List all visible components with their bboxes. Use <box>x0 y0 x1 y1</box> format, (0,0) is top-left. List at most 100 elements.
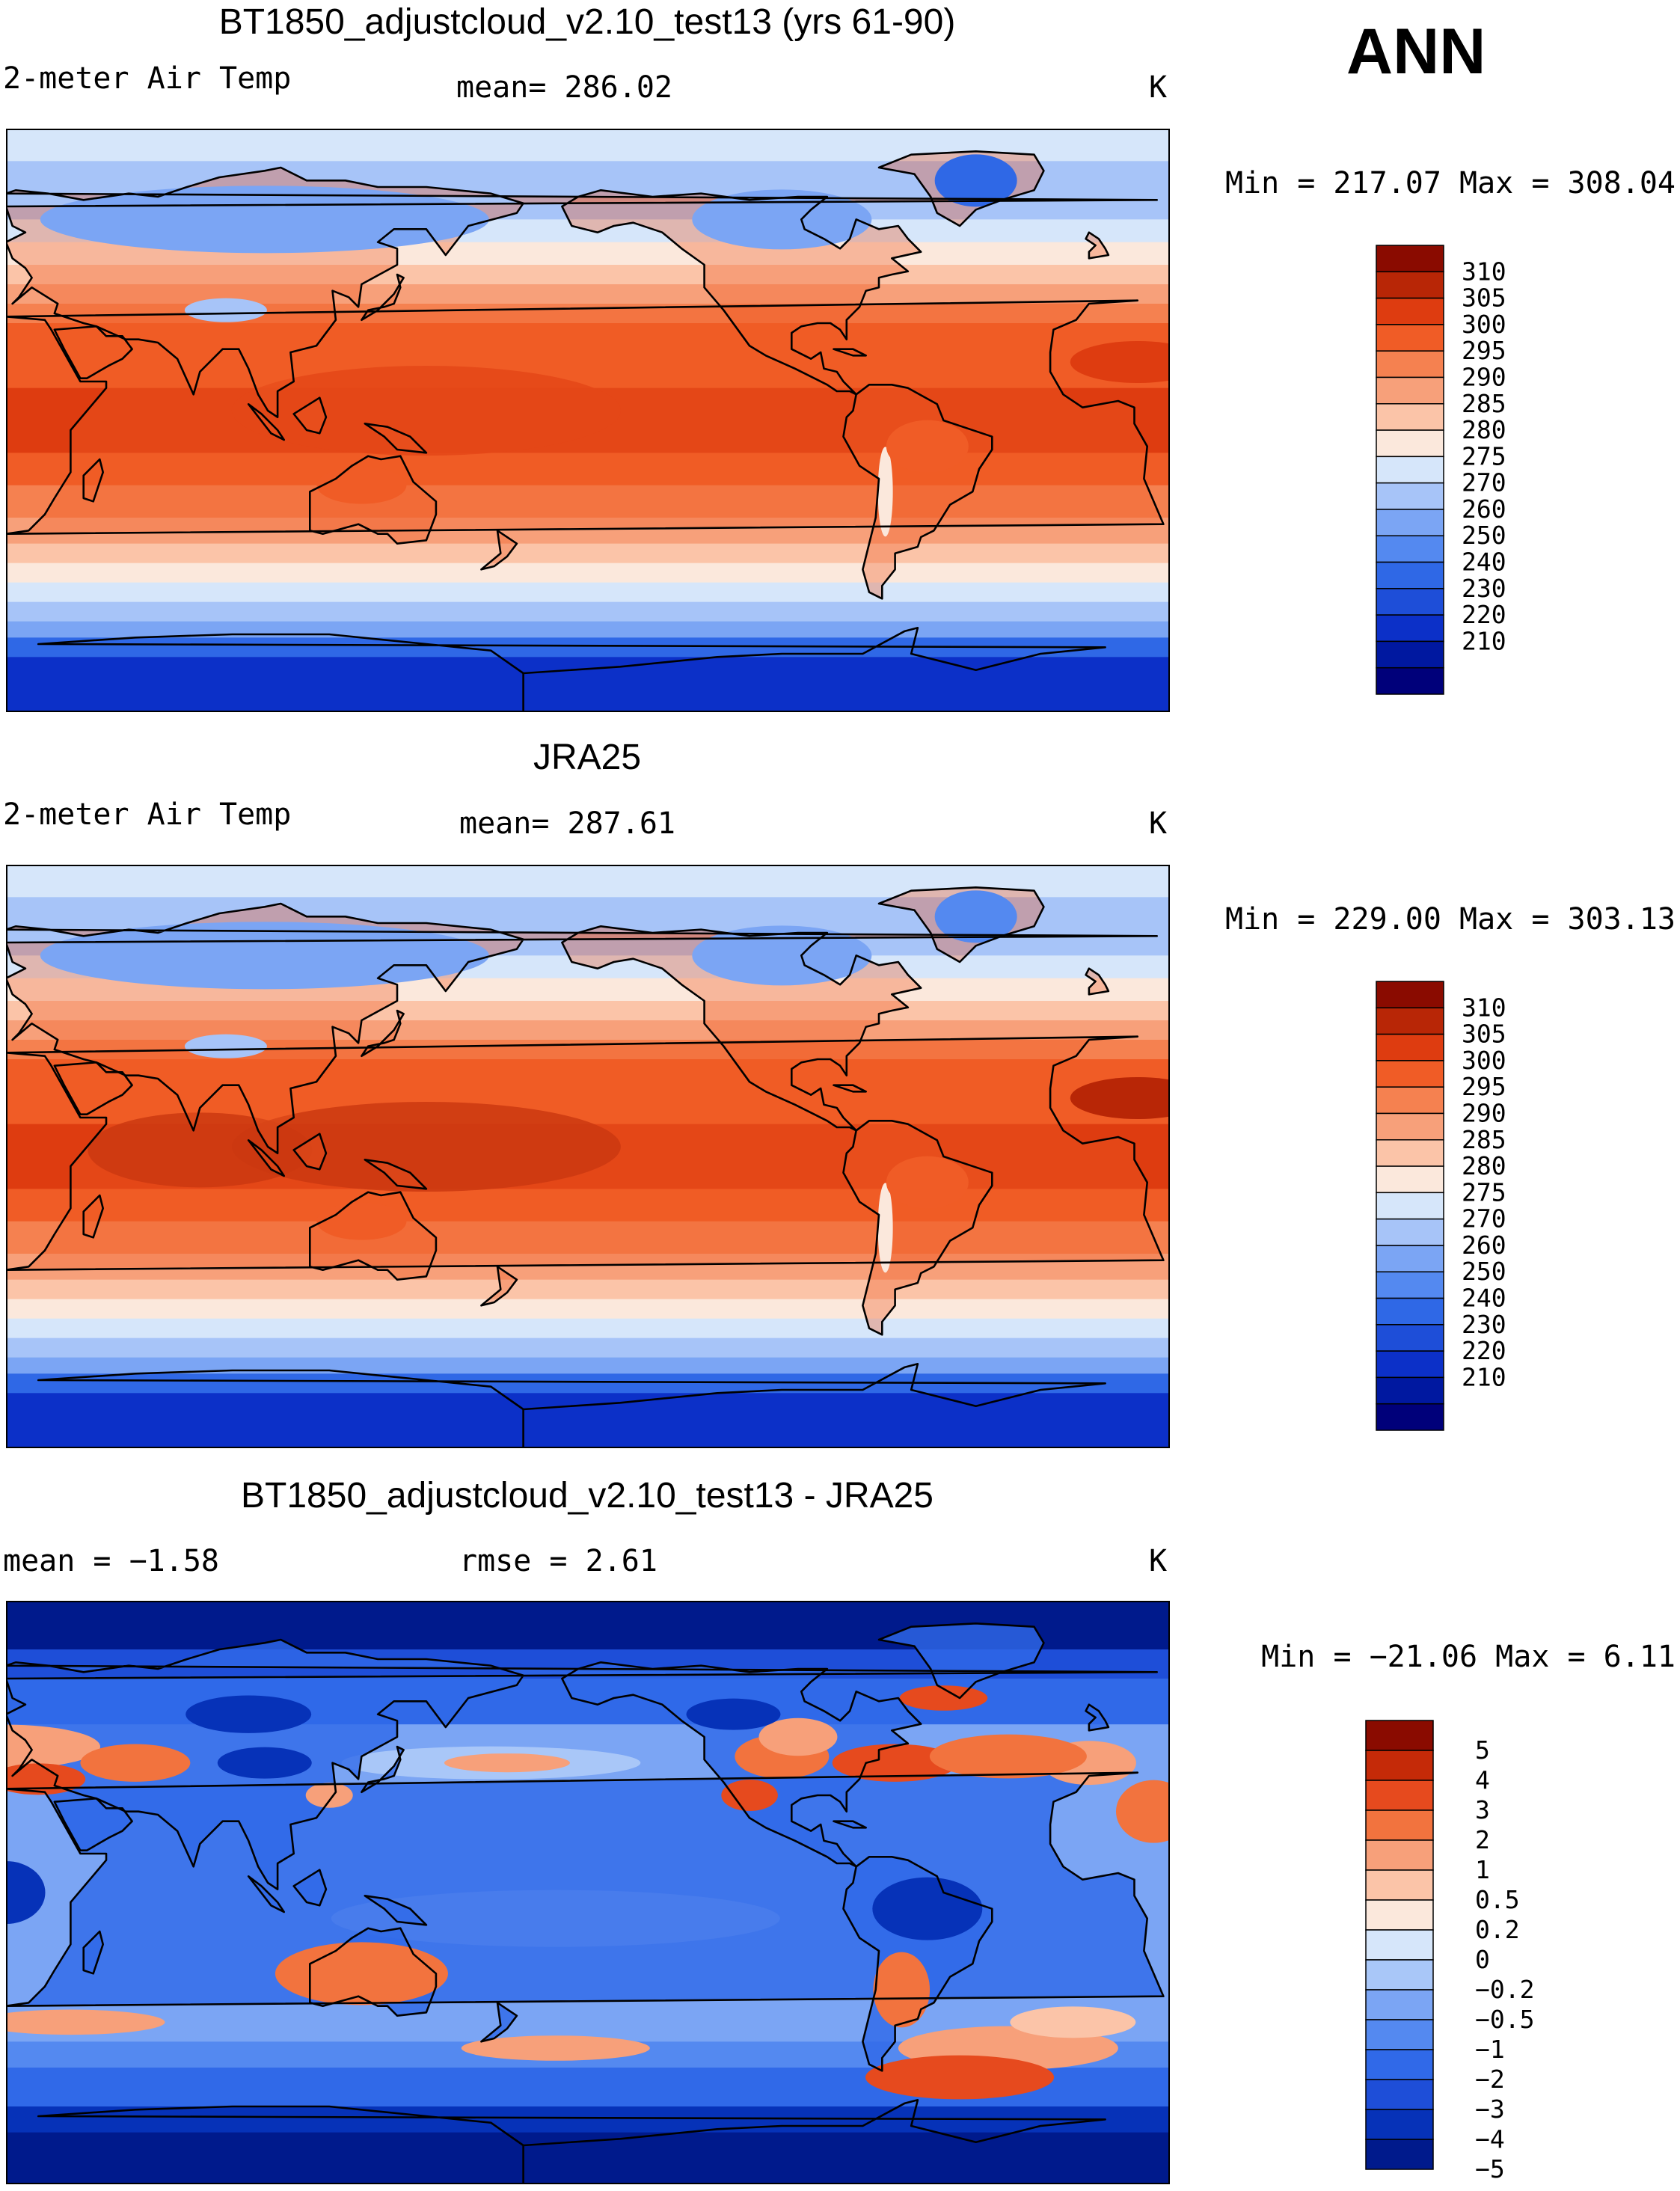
panel2-colorbar-tick-label: 280 <box>1462 1151 1506 1180</box>
panel1-colorbar-swatch <box>1376 561 1444 589</box>
panel2-minmax: Min = 229.00 Max = 303.13 <box>1224 902 1676 937</box>
madagascar-land <box>83 1195 103 1238</box>
panel1-colorbar-tick-label: 220 <box>1462 600 1506 629</box>
warm-anomaly <box>1010 2006 1136 2038</box>
cuba-coast <box>833 348 867 357</box>
panel3-colorbar-tick-label: −2 <box>1475 2065 1505 2094</box>
panel1-colorbar-swatch <box>1376 667 1444 695</box>
arabia-coast <box>53 1798 133 1851</box>
panel2-colorbar-tick-label: 210 <box>1462 1362 1506 1391</box>
panel1-colorbar-swatch <box>1376 324 1444 352</box>
map-frame <box>6 1601 1170 2184</box>
panel1-colorbar-tick-label: 260 <box>1462 494 1506 524</box>
season-label: ANN <box>1346 16 1486 88</box>
warm-anomaly <box>865 2055 1055 2100</box>
greenland-coast <box>877 1622 1045 1700</box>
borneo-land-anomaly <box>293 1869 326 1906</box>
madagascar-coast <box>82 458 104 503</box>
panel3-colorbar-swatch <box>1365 1869 1434 1901</box>
panel2-colorbar-swatch <box>1376 1324 1444 1352</box>
amazon-warm <box>886 420 969 473</box>
panel2-colorbar-swatch <box>1376 1192 1444 1220</box>
map-frame <box>6 129 1170 712</box>
panel3-title: BT1850_adjustcloud_v2.10_test13 - JRA25 <box>241 1476 933 1516</box>
temperature-band <box>6 1393 1170 1448</box>
temperature-band <box>6 485 1170 518</box>
siberia-cold <box>40 186 489 254</box>
panel2-colorbar-swatch <box>1376 1218 1444 1246</box>
new-guinea-coast <box>364 1159 428 1190</box>
north-america-coast <box>561 189 922 396</box>
indian-ocean-warm <box>88 1112 313 1188</box>
warm-anomaly <box>444 1753 570 1773</box>
new-guinea-land-anomaly <box>364 1896 426 1925</box>
madagascar-land <box>83 459 103 502</box>
panel2-colorbar-tick-label: 220 <box>1462 1336 1506 1365</box>
panel3-colorbar-tick-label: −5 <box>1475 2154 1505 2178</box>
canada-cold <box>692 925 872 986</box>
sumatra-coast <box>247 1139 285 1177</box>
new-guinea-land <box>364 423 426 453</box>
panel3-colorbar-swatch <box>1365 1929 1434 1961</box>
japan-coast <box>361 1745 405 1793</box>
temperature-band <box>6 265 1170 285</box>
panel2-colorbar-swatch <box>1376 1112 1444 1141</box>
panel1-colorbar-tick-label: 295 <box>1462 336 1506 365</box>
north-america-land <box>562 190 922 395</box>
sahara-warm <box>1070 341 1170 383</box>
temperature-band <box>6 1299 1170 1320</box>
arabia-coast <box>53 1061 133 1115</box>
panel1-colorbar-tick-label: 250 <box>1462 521 1506 550</box>
north-america-coast <box>561 925 922 1132</box>
panel2-colorbar-tick-label: 290 <box>1462 1098 1506 1127</box>
panel2-colorbar-tick-label: 240 <box>1462 1284 1506 1313</box>
andes-cool <box>877 1183 893 1273</box>
tibet-cold <box>184 298 267 322</box>
panel3-colorbar-swatch <box>1365 1839 1434 1871</box>
panel2-map <box>6 865 1170 1448</box>
panel3-colorbar-tick-label: −3 <box>1475 2095 1505 2124</box>
siberia-cold <box>40 922 489 990</box>
south-america-coast <box>842 1120 993 1336</box>
new-zealand-land <box>481 1266 517 1306</box>
eurasia-coast <box>6 1638 1158 1890</box>
greenland-coast <box>877 150 1045 227</box>
temperature-band <box>6 1254 1170 1281</box>
new-guinea-coast <box>364 1895 428 1926</box>
panel3-colorbar-tick-label: 0.5 <box>1475 1885 1520 1914</box>
warm-anomaly <box>721 1780 778 1811</box>
warm-anomaly <box>832 1744 958 1782</box>
warm-pool <box>231 1102 621 1192</box>
new-zealand-coast <box>480 1266 518 1307</box>
panel1-colorbar-swatch <box>1376 297 1444 325</box>
panel2-colorbar-swatch <box>1376 1086 1444 1115</box>
canada-cold <box>692 189 872 250</box>
temperature-band <box>6 518 1170 545</box>
borneo-coast <box>292 1133 328 1171</box>
britain-land <box>1085 232 1109 259</box>
madagascar-coast <box>82 1194 104 1239</box>
greenland-land-anomaly <box>879 1623 1044 1698</box>
panel2-colorbar-swatch <box>1376 1033 1444 1061</box>
tibet-cold <box>184 1034 267 1058</box>
panel1-colorbar-swatch <box>1376 482 1444 510</box>
cold-anomaly <box>217 1747 312 1779</box>
panel1-colorbar-swatch <box>1376 245 1444 273</box>
eurasia-coast <box>6 902 1158 1154</box>
amazon-warm <box>886 1156 969 1209</box>
panel2-colorbar-swatch <box>1376 1350 1444 1379</box>
panel1-colorbar-tick-label: 280 <box>1462 415 1506 444</box>
panel3-colorbar-swatch <box>1365 1989 1434 2020</box>
panel3-colorbar-swatch <box>1365 2019 1434 2050</box>
panel1-colorbar-tick-label: 300 <box>1462 310 1506 339</box>
panel3-colorbar-swatch <box>1365 2139 1434 2170</box>
panel2-colorbar-swatch <box>1376 1007 1444 1035</box>
temperature-band <box>6 1318 1170 1339</box>
warm-anomaly <box>6 1724 100 1769</box>
new-zealand-land-anomaly <box>481 2002 517 2042</box>
warm-anomaly <box>461 2035 650 2061</box>
panel1-colorbar-swatch <box>1376 614 1444 643</box>
africa-coast <box>6 1035 1165 1271</box>
panel3-colorbar-swatch <box>1365 1899 1434 1931</box>
